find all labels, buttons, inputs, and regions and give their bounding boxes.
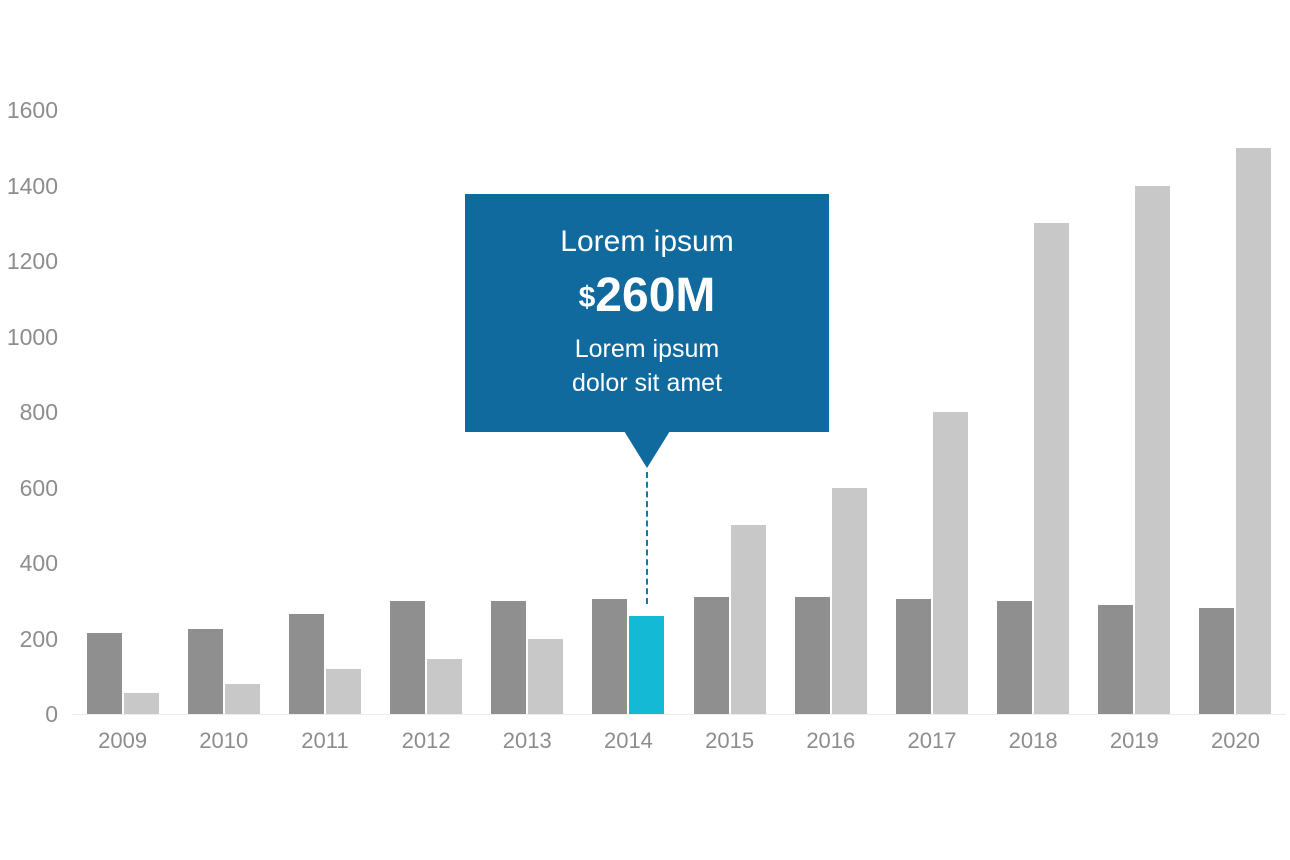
bar-2016-series-2 xyxy=(831,487,867,714)
bar-2011-series-1 xyxy=(288,613,324,714)
x-tick-label-2013: 2013 xyxy=(502,728,552,753)
bar-group-2009 xyxy=(72,0,173,714)
bar-group-2013 xyxy=(477,0,578,714)
y-axis: 0 200 400 600 800 1000 1200 1400 1600 xyxy=(0,0,58,860)
callout-subtitle-line2: dolor sit amet xyxy=(571,369,723,397)
y-tick-label: 1200 xyxy=(6,248,58,274)
x-axis-line xyxy=(72,714,1286,715)
bar-group-2012 xyxy=(376,0,477,714)
bar-group-2011 xyxy=(274,0,375,714)
x-tick-label-2020: 2020 xyxy=(1211,728,1260,753)
x-tick-label-2015: 2015 xyxy=(705,728,755,753)
x-tick-label-2009: 2009 xyxy=(98,728,148,753)
bar-2016-series-1 xyxy=(794,596,830,714)
callout-subtitle: Lorem ipsum dolor sit amet xyxy=(465,332,829,400)
bar-2014-series-1 xyxy=(592,598,628,714)
bar-2017-series-1 xyxy=(895,598,931,714)
callout-connector-line xyxy=(646,472,648,604)
x-tick-label-2016: 2016 xyxy=(806,728,856,753)
bar-2020-series-2 xyxy=(1236,147,1272,714)
y-tick-label: 0 xyxy=(45,701,58,727)
bar-2019-series-2 xyxy=(1135,185,1171,714)
bar-2010-series-1 xyxy=(187,629,223,714)
y-tick-label: 400 xyxy=(19,550,58,576)
bar-2019-series-1 xyxy=(1098,604,1134,714)
bar-2011-series-2 xyxy=(325,668,361,714)
callout-pointer-triangle xyxy=(624,431,670,468)
bar-2012-series-2 xyxy=(427,659,463,714)
y-tick-label: 1400 xyxy=(6,172,58,199)
y-tick-label: 600 xyxy=(19,474,58,501)
x-axis: 2009 2010 2011 2012 2013 2014 2015 2016 2017 2018… xyxy=(72,728,1286,754)
x-tick-label-2010: 2010 xyxy=(199,728,249,753)
y-tick-label: 800 xyxy=(19,399,58,425)
bar-2018-series-1 xyxy=(997,600,1033,714)
x-tick-label-2019: 2019 xyxy=(1109,728,1159,753)
callout-amount: 260M xyxy=(595,269,716,322)
bar-2015-series-1 xyxy=(693,596,729,714)
callout-subtitle-line1: Lorem ipsum xyxy=(574,335,720,363)
bar-2017-series-2 xyxy=(932,412,968,714)
bar-2014-series-2-highlighted xyxy=(629,615,665,714)
bar-group-2016 xyxy=(780,0,881,714)
callout: Lorem ipsum $260M Lorem ipsum dolor sit … xyxy=(465,194,829,468)
bar-2010-series-2 xyxy=(224,683,260,714)
x-tick-label-2011: 2011 xyxy=(301,728,349,753)
bar-2018-series-2 xyxy=(1034,223,1070,714)
bar-group-2010 xyxy=(173,0,274,714)
bar-2009-series-1 xyxy=(86,632,122,714)
y-tick-label: 1000 xyxy=(6,323,58,350)
bar-group-2019 xyxy=(1084,0,1185,714)
callout-title: Lorem ipsum xyxy=(560,225,734,258)
bar-2012-series-1 xyxy=(390,600,426,714)
bar-group-2020 xyxy=(1185,0,1286,714)
bar-2013-series-1 xyxy=(491,600,527,714)
bar-2009-series-2 xyxy=(123,693,159,714)
x-tick-label-2018: 2018 xyxy=(1008,728,1058,753)
bar-2015-series-2 xyxy=(730,525,766,714)
bar-group-2018 xyxy=(983,0,1084,714)
x-tick-label-2017: 2017 xyxy=(907,728,957,753)
callout-value: $260M xyxy=(465,270,829,322)
bar-group-2014 xyxy=(578,0,679,714)
bar-2013-series-2 xyxy=(528,638,564,714)
plot-area xyxy=(72,0,1286,714)
y-tick-label: 200 xyxy=(19,625,58,652)
x-tick-label-2012: 2012 xyxy=(401,728,451,753)
callout-currency-symbol: $ xyxy=(578,281,596,314)
x-tick-label-2014: 2014 xyxy=(603,728,653,753)
y-tick-label: 1600 xyxy=(6,97,58,123)
bar-2020-series-1 xyxy=(1199,608,1235,714)
bar-group-2017 xyxy=(881,0,982,714)
bar-group-2015 xyxy=(679,0,780,714)
